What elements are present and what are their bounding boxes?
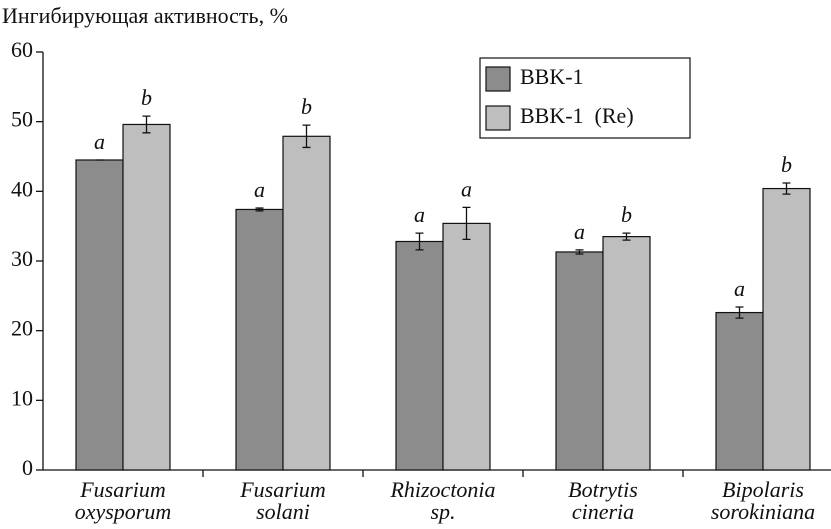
error-bar xyxy=(782,182,791,195)
error-bar xyxy=(462,206,471,241)
x-tick-label: Bipolaris xyxy=(722,477,804,502)
significance-label: b xyxy=(781,152,792,177)
bar xyxy=(762,187,811,471)
error-bar xyxy=(735,306,744,319)
significance-label: b xyxy=(621,202,632,227)
x-tick-label: Fusarium xyxy=(79,477,166,502)
legend-box xyxy=(479,57,691,139)
x-tick-label: Botrytis xyxy=(568,477,638,502)
legend-swatch xyxy=(485,66,511,92)
significance-label: a xyxy=(574,219,585,244)
error-bar xyxy=(142,115,151,134)
x-tick-label: sorokiniana xyxy=(711,499,815,524)
bar xyxy=(75,159,124,471)
legend-label: BBK-1 (Re) xyxy=(520,103,634,128)
y-axis-label: Ингибирующая активность, % xyxy=(2,3,288,28)
bar xyxy=(235,208,284,471)
y-tick-label: 0 xyxy=(22,455,33,480)
significance-label: a xyxy=(414,202,425,227)
significance-label: b xyxy=(301,94,312,119)
bar xyxy=(602,236,651,471)
error-bar xyxy=(255,207,264,212)
bar xyxy=(715,311,764,471)
error-bar xyxy=(622,232,631,241)
significance-label: a xyxy=(254,177,265,202)
y-tick-label: 20 xyxy=(11,316,33,341)
error-bar xyxy=(575,249,584,255)
y-tick-label: 30 xyxy=(11,246,33,271)
x-tick-label: Fusarium xyxy=(239,477,326,502)
y-tick-label: 60 xyxy=(11,37,33,62)
y-tick-label: 40 xyxy=(11,176,33,201)
x-tick-label: sp. xyxy=(430,499,455,524)
significance-label: a xyxy=(734,276,745,301)
legend-swatch xyxy=(485,105,511,131)
bar xyxy=(282,135,331,471)
x-tick-label: solani xyxy=(256,499,310,524)
bar xyxy=(122,123,171,471)
legend-label: BBK-1 xyxy=(520,64,584,89)
bar xyxy=(555,251,604,471)
error-bar xyxy=(415,232,424,251)
y-tick-label: 50 xyxy=(11,107,33,132)
significance-label: a xyxy=(461,176,472,201)
x-tick-label: oxysporum xyxy=(75,499,172,524)
y-tick-label: 10 xyxy=(11,385,33,410)
bar xyxy=(442,222,491,471)
error-bar xyxy=(302,124,311,149)
significance-label: a xyxy=(94,129,105,154)
x-tick-label: cineria xyxy=(572,499,634,524)
x-tick-label: Rhizoctonia xyxy=(389,477,495,502)
significance-label: b xyxy=(141,85,152,110)
bar xyxy=(395,240,444,471)
